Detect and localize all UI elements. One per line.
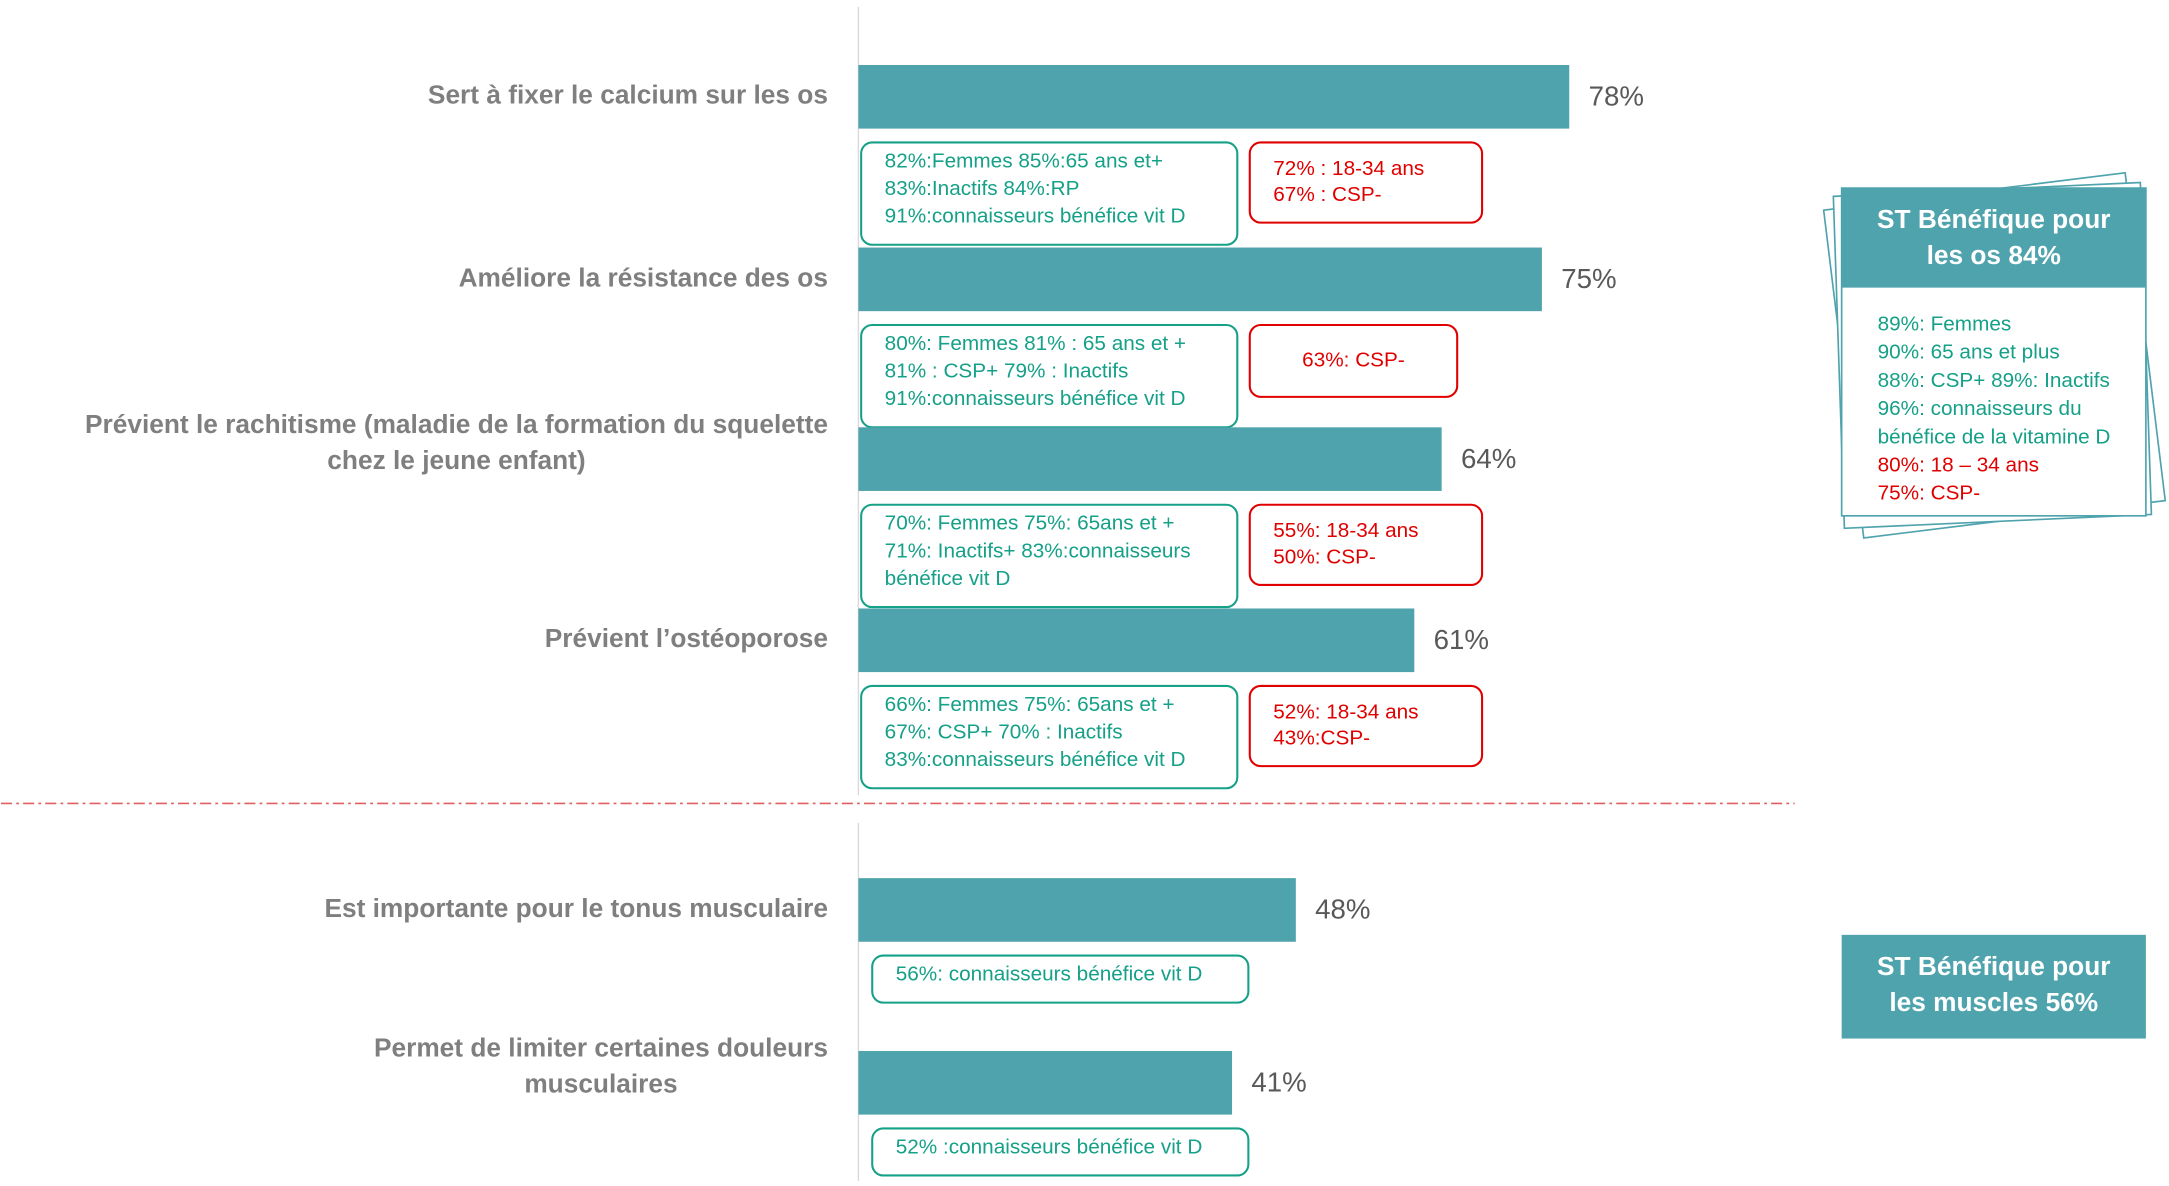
annotation-text: 82%:Femmes 85%:65 ans et+: [885, 149, 1163, 172]
annotation-text: 66%: Femmes 75%: 65ans et +: [885, 693, 1175, 716]
category-label: chez le jeune enfant): [327, 445, 585, 475]
value-label: 64%: [1461, 443, 1516, 474]
annotation-box: [871, 1127, 1250, 1177]
summary-line: bénéfice de la vitamine D: [1878, 425, 2111, 448]
annotation-text: 55%: 18-34 ans: [1273, 519, 1418, 542]
summary-header: [1841, 188, 2146, 288]
annotation-text: 56%: connaisseurs bénéfice vit D: [896, 962, 1203, 985]
value-label: 48%: [1315, 894, 1370, 925]
annotation-box: [1248, 141, 1484, 224]
annotation-text: 80%: Femmes 81% : 65 ans et +: [885, 332, 1186, 355]
annotation-text: 91%:connaisseurs bénéfice vit D: [885, 205, 1186, 228]
annotation-text: 83%:Inactifs 84%:RP: [885, 177, 1080, 200]
summary-title: ST Bénéfique pour: [1877, 204, 2110, 234]
bar: [858, 608, 1415, 673]
bar: [858, 64, 1570, 129]
summary-title: les os 84%: [1927, 240, 2061, 270]
annotation-text: 50%: CSP-: [1273, 545, 1376, 568]
summary-title: les muscles 56%: [1889, 987, 2098, 1017]
category-label: musculaires: [524, 1069, 677, 1099]
value-label: 41%: [1251, 1066, 1306, 1097]
annotation-box: [860, 141, 1239, 246]
value-label: 75%: [1561, 263, 1616, 294]
annotation-text: 70%: Femmes 75%: 65ans et +: [885, 512, 1175, 535]
bar: [858, 878, 1296, 942]
annotation-box: [1248, 323, 1459, 398]
summary-header: [1841, 934, 2146, 1039]
bar: [858, 1051, 1233, 1115]
annotation-box: [1248, 684, 1484, 768]
summary-line: 96%: connaisseurs du: [1878, 397, 2082, 420]
annotation-text: 81% : CSP+ 79% : Inactifs: [885, 359, 1129, 382]
annotation-text: 67% : CSP-: [1273, 183, 1381, 206]
summary-line: 88%: CSP+ 89%: Inactifs: [1878, 369, 2110, 392]
annotation-text: 91%:connaisseurs bénéfice vit D: [885, 387, 1186, 410]
category-label: Prévient le rachitisme (maladie de la fo…: [85, 409, 828, 439]
annotation-text: 52% :connaisseurs bénéfice vit D: [896, 1135, 1203, 1158]
annotation-text: 71%: Inactifs+ 83%:connaisseurs: [885, 539, 1191, 562]
value-label: 78%: [1589, 80, 1644, 111]
annotation-text: 83%:connaisseurs bénéfice vit D: [885, 748, 1186, 771]
category-label: Sert à fixer le calcium sur les os: [428, 80, 828, 110]
annotation-box: [860, 684, 1239, 790]
category-label: Améliore la résistance des os: [459, 262, 828, 292]
summary-line: 89%: Femmes: [1878, 312, 2012, 335]
bar: [858, 247, 1542, 312]
annotation-text: 52%: 18-34 ans: [1273, 700, 1418, 723]
summary-title: ST Bénéfique pour: [1877, 951, 2110, 981]
summary-line: 90%: 65 ans et plus: [1878, 341, 2060, 364]
value-label: 61%: [1434, 624, 1489, 655]
annotation-text: 43%:CSP-: [1273, 727, 1370, 750]
category-label: Prévient l’ostéoporose: [545, 623, 828, 653]
annotation-box: [1248, 503, 1484, 587]
summary-line: 80%: 18 – 34 ans: [1878, 454, 2039, 477]
summary-line: 75%: CSP-: [1878, 482, 1981, 505]
category-label: Est importante pour le tonus musculaire: [324, 893, 828, 923]
annotation-text: 72% : 18-34 ans: [1273, 157, 1424, 180]
annotation-text: 63%: CSP-: [1302, 348, 1405, 371]
category-label: Permet de limiter certaines douleurs: [374, 1033, 828, 1063]
annotation-text: 67%: CSP+ 70% : Inactifs: [885, 720, 1123, 743]
annotation-box: [860, 503, 1239, 609]
bar: [858, 427, 1442, 491]
annotation-box: [871, 954, 1250, 1004]
annotation-text: bénéfice vit D: [885, 567, 1011, 590]
